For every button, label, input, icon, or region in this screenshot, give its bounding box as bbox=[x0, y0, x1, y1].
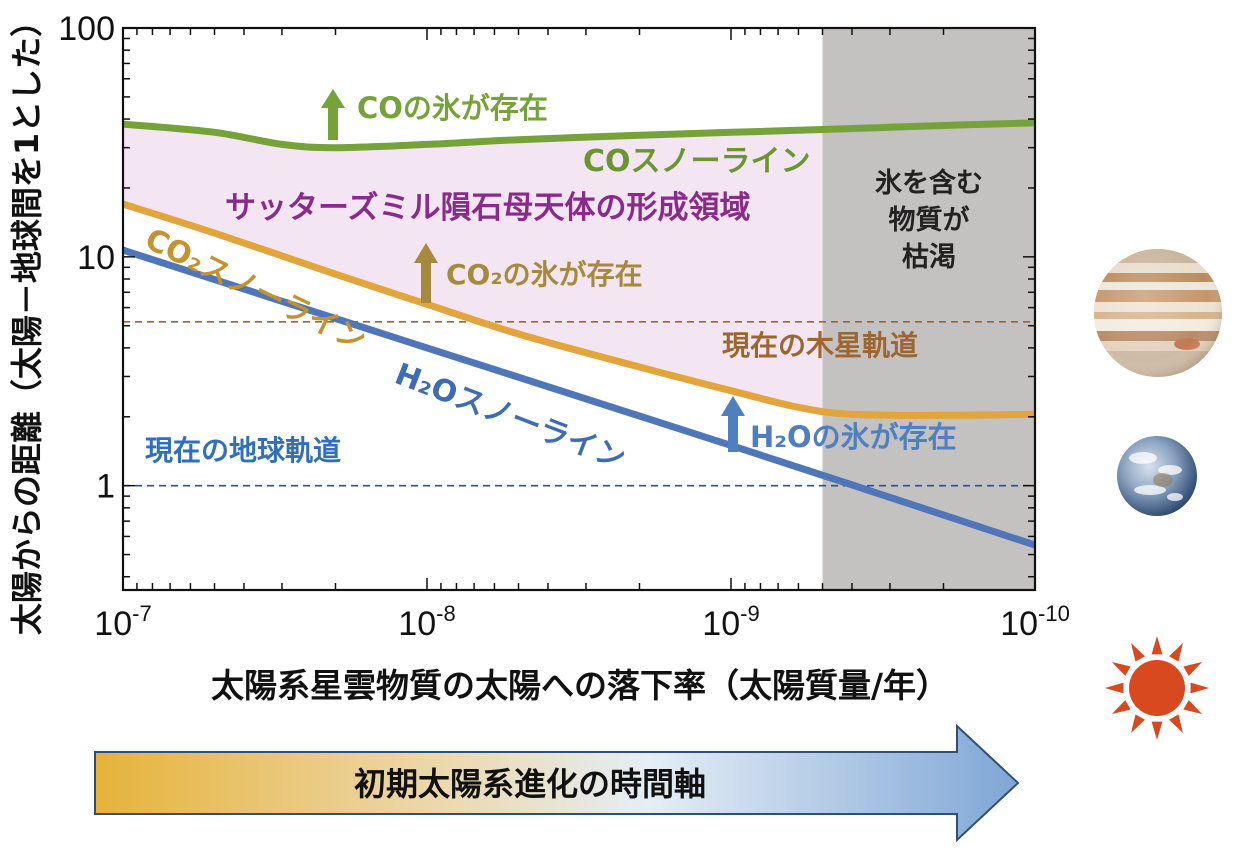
x-axis-title: 太陽系星雲物質の太陽への落下率（太陽質量/年） bbox=[211, 666, 949, 705]
timeline-arrow: 初期太陽系進化の時間軸 bbox=[94, 723, 1020, 843]
co-ice-annotation: COの氷が存在 bbox=[321, 89, 548, 140]
h2o-ice-arrow-icon bbox=[721, 396, 745, 452]
x-tick-label: 10-9 bbox=[702, 601, 759, 643]
co2-ice-label: CO₂の氷が存在 bbox=[446, 258, 643, 291]
h2o-ice-annotation: H₂Oの氷が存在 bbox=[721, 396, 957, 454]
co-snowline-label: COスノーライン bbox=[583, 144, 811, 179]
ice-depleted-label-line3: 枯渇 bbox=[902, 242, 956, 273]
h2o-ice-label: H₂Oの氷が存在 bbox=[750, 420, 957, 454]
co-ice-label: COの氷が存在 bbox=[357, 91, 548, 125]
earth-orbit-label: 現在の地球軌道 bbox=[145, 434, 341, 467]
formation-region-label: サッターズミル隕石母天体の形成領域 bbox=[225, 190, 750, 226]
y-tick-label: 10 bbox=[77, 239, 115, 277]
ice-depleted-label: 氷を含む 物質が 枯渇 bbox=[875, 167, 983, 273]
x-tick-label: 10-7 bbox=[94, 601, 151, 643]
timeline-label: 初期太陽系進化の時間軸 bbox=[354, 765, 706, 803]
jupiter-orbit-label: 現在の木星軌道 bbox=[722, 329, 918, 362]
ice-depleted-region bbox=[822, 28, 1035, 590]
y-tick-label: 1 bbox=[96, 468, 115, 506]
timeline-arrow-shape bbox=[94, 723, 1020, 843]
co2-snowline-line bbox=[123, 200, 1035, 419]
co2-ice-arrow-icon bbox=[414, 243, 438, 303]
ice-depleted-label-line1: 氷を含む bbox=[875, 167, 983, 199]
x-tick-label: 10-8 bbox=[398, 601, 455, 643]
ice-depleted-label-line2: 物質が bbox=[889, 204, 970, 236]
formation-region-shade bbox=[123, 122, 1035, 416]
x-tick-label: 10-10 bbox=[1000, 601, 1070, 643]
jupiter-icon bbox=[1094, 249, 1222, 377]
co2-ice-annotation: CO₂の氷が存在 bbox=[414, 243, 643, 303]
y-axis-title: 太陽からの距離（太陽－地球間を1とした） bbox=[8, 5, 46, 635]
earth-icon bbox=[1117, 436, 1197, 516]
plot-frame bbox=[121, 26, 1037, 592]
h2o-snowline-line bbox=[123, 246, 1035, 549]
plot-area: 1 10 100 10-7 10-8 10-9 10-10 bbox=[58, 10, 1070, 643]
sun-icon bbox=[1105, 636, 1209, 740]
y-tick-label: 100 bbox=[58, 10, 115, 48]
co-snowline-line bbox=[123, 119, 1035, 152]
co-ice-arrow-icon bbox=[321, 89, 345, 140]
